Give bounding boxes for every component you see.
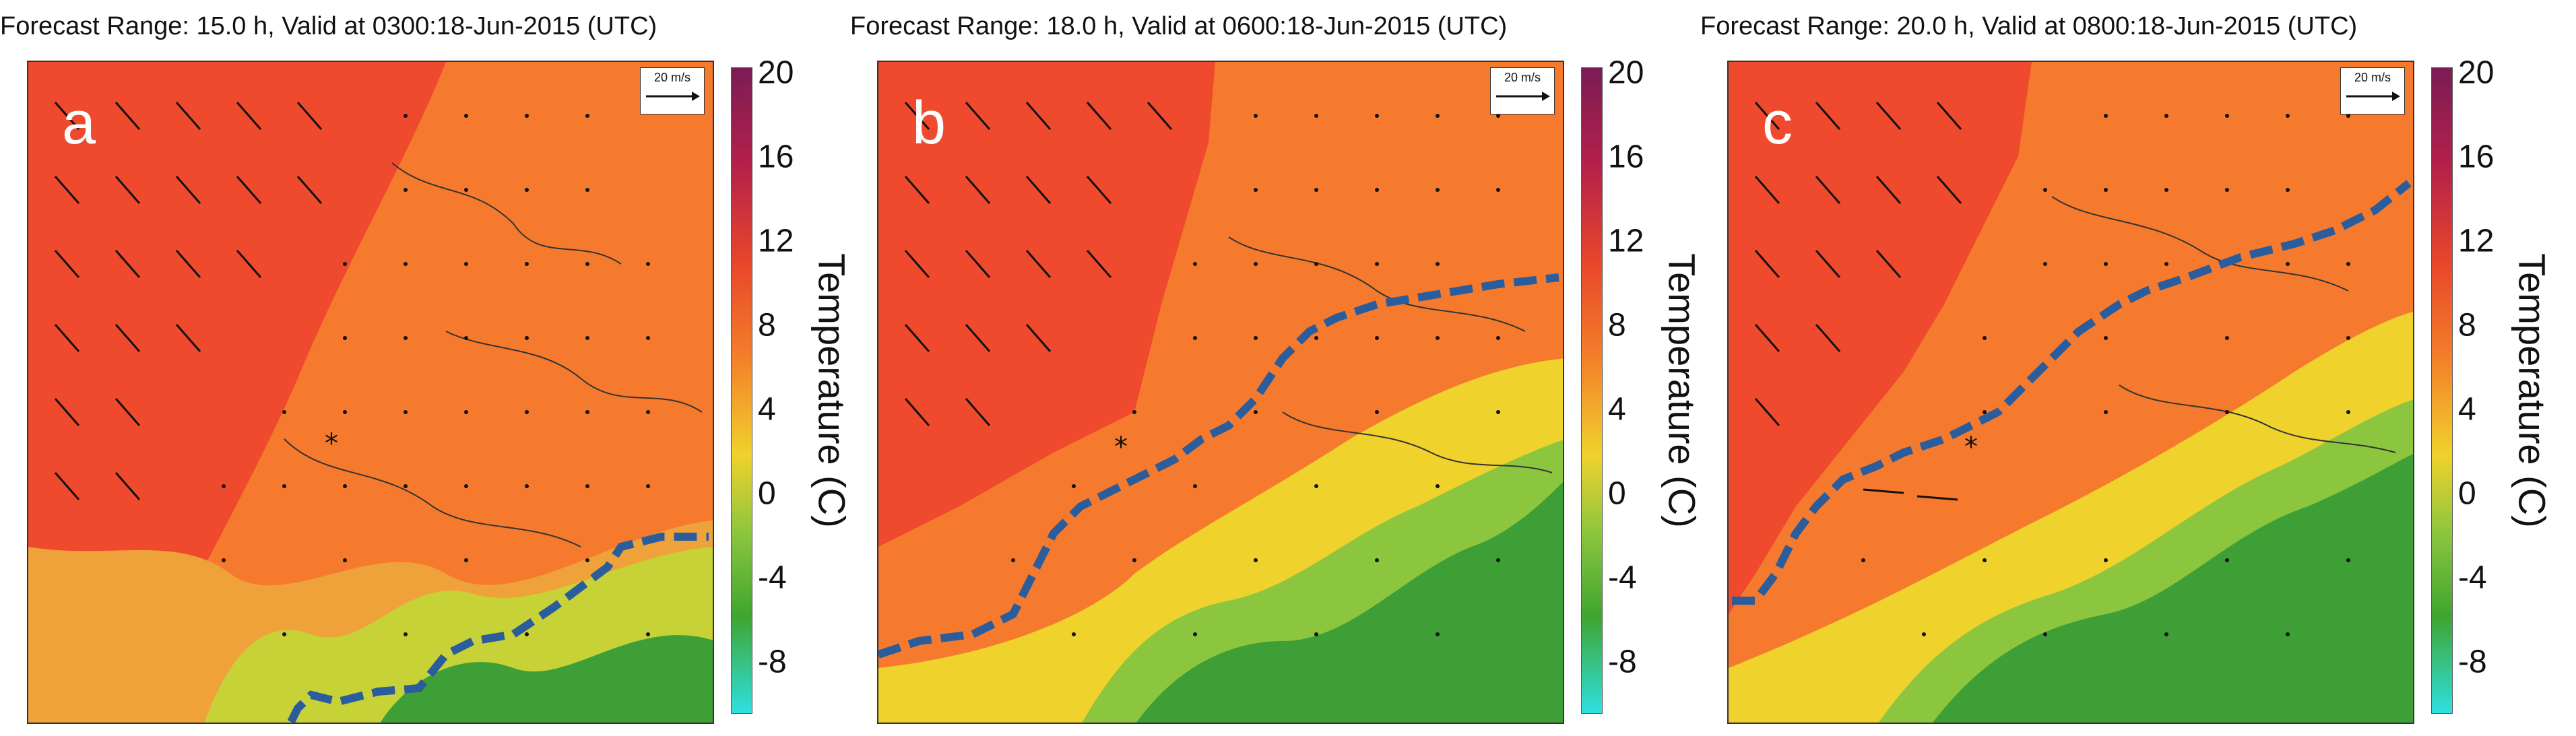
wind-reference-label: 20 m/s <box>653 71 691 84</box>
colorbar-tick: -8 <box>758 644 787 680</box>
panel-a: Forecast Range: 15.0 h, Valid at 0300:18… <box>0 0 854 736</box>
temperature-map: * c 20 m/s <box>1727 61 2414 724</box>
colorbar-tick: 20 <box>1608 55 1644 91</box>
colorbar-label: Temperature (C) <box>1661 253 1704 528</box>
temperature-field: * <box>878 62 1563 723</box>
colorbar-tick: 16 <box>2458 139 2494 175</box>
temperature-map: * a 20 m/s <box>27 61 714 724</box>
wind-reference-arrow-icon <box>1496 92 1550 101</box>
temperature-map: * b 20 m/s <box>877 61 1564 724</box>
panel-title: Forecast Range: 18.0 h, Valid at 0600:18… <box>850 12 1508 40</box>
wind-reference-label: 20 m/s <box>2354 71 2391 84</box>
colorbar-tick: 4 <box>2458 391 2476 428</box>
colorbar <box>2431 67 2453 714</box>
colorbar-tick: 20 <box>758 55 794 91</box>
panel-b: Forecast Range: 18.0 h, Valid at 0600:18… <box>850 0 1704 736</box>
colorbar-tick: -8 <box>2458 644 2487 680</box>
panel-letter: b <box>912 90 946 157</box>
wind-reference-arrow-icon <box>646 92 700 101</box>
colorbar-tick: 12 <box>758 223 794 259</box>
colorbar-tick: 16 <box>758 139 794 175</box>
colorbar-tick: 4 <box>1608 391 1626 428</box>
wind-reference-label: 20 m/s <box>1504 71 1541 84</box>
colorbar-label: Temperature (C) <box>810 253 854 528</box>
colorbar-tick: 20 <box>2458 55 2494 91</box>
location-marker: * <box>1964 432 1978 463</box>
wind-reference-box: 20 m/s <box>1490 67 1555 114</box>
colorbar-tick: 4 <box>758 391 776 428</box>
wind-reference-box: 20 m/s <box>2340 67 2405 114</box>
colorbar-label: Temperature (C) <box>2511 253 2554 528</box>
colorbar-tick: -4 <box>758 560 787 596</box>
wind-reference-arrow-icon <box>2346 92 2400 101</box>
panel-title: Forecast Range: 20.0 h, Valid at 0800:18… <box>1700 12 2358 40</box>
colorbar-tick: 0 <box>1608 475 1626 512</box>
colorbar <box>731 67 752 714</box>
colorbar-tick: 8 <box>1608 307 1626 343</box>
colorbar-tick: -8 <box>1608 644 1637 680</box>
panel-letter: a <box>62 90 96 157</box>
colorbar-tick: -4 <box>1608 560 1637 596</box>
colorbar-tick: 12 <box>1608 223 1644 259</box>
panel-title: Forecast Range: 15.0 h, Valid at 0300:18… <box>0 12 657 40</box>
colorbar-tick: 0 <box>758 475 776 512</box>
colorbar-tick: 8 <box>758 307 776 343</box>
colorbar-tick: 12 <box>2458 223 2494 259</box>
colorbar-tick: 0 <box>2458 475 2476 512</box>
temperature-field: * <box>1729 62 2413 723</box>
location-marker: * <box>325 428 338 459</box>
wind-reference-box: 20 m/s <box>640 67 705 114</box>
colorbar-tick: -4 <box>2458 560 2487 596</box>
location-marker: * <box>1114 432 1128 463</box>
colorbar <box>1581 67 1603 714</box>
temperature-field: * <box>28 62 713 723</box>
colorbar-tick: 16 <box>1608 139 1644 175</box>
colorbar-tick: 8 <box>2458 307 2476 343</box>
panel-c: Forecast Range: 20.0 h, Valid at 0800:18… <box>1700 0 2554 736</box>
panel-letter: c <box>1762 90 1793 157</box>
